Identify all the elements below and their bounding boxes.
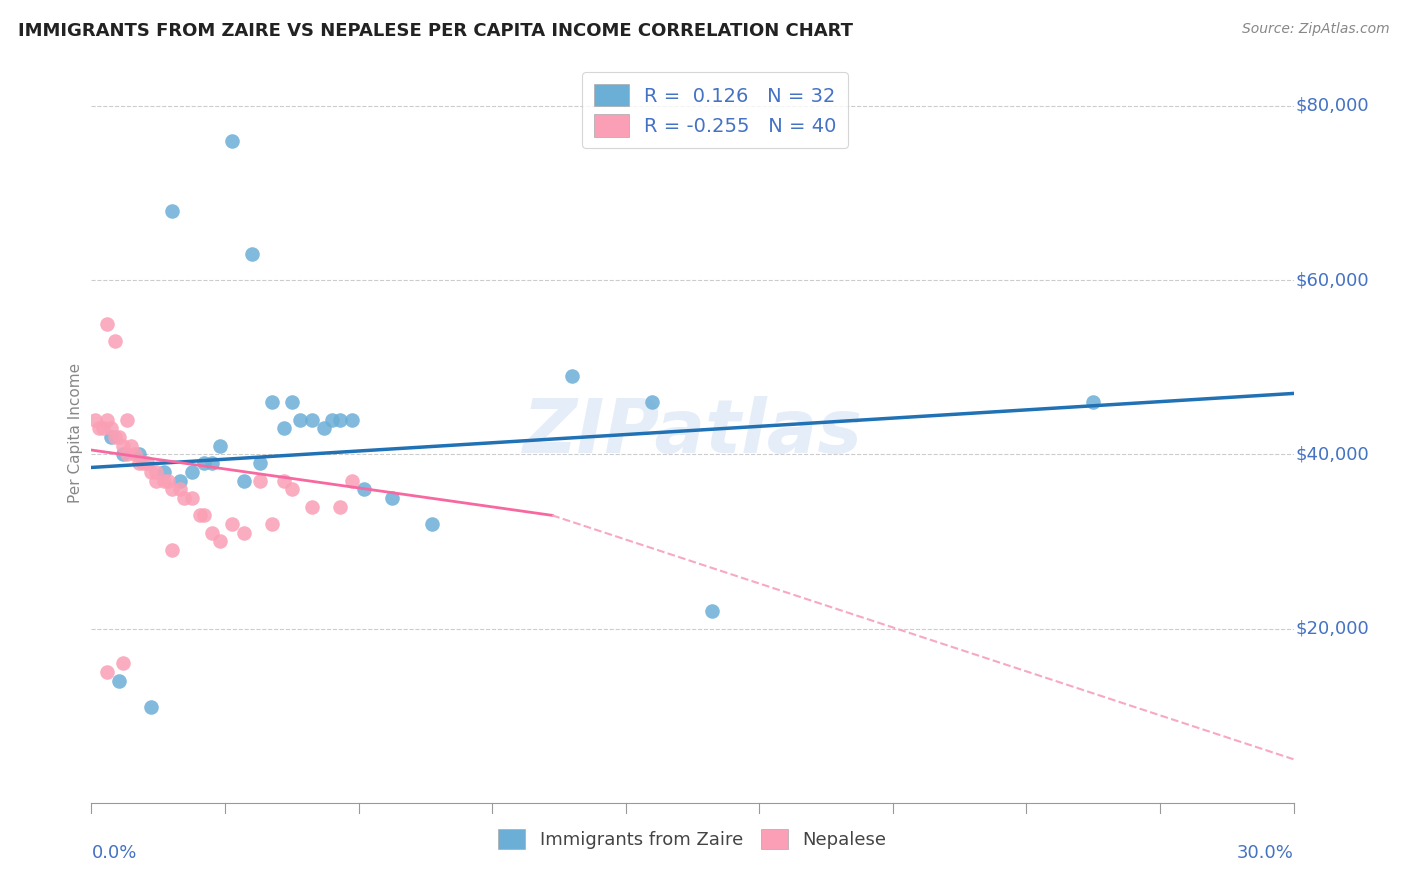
Point xyxy=(353,482,375,496)
Point xyxy=(260,395,283,409)
Point xyxy=(152,474,174,488)
Point xyxy=(273,474,295,488)
Point xyxy=(93,421,115,435)
Text: Source: ZipAtlas.com: Source: ZipAtlas.com xyxy=(1241,22,1389,37)
Point xyxy=(301,412,323,426)
Point xyxy=(329,412,352,426)
Point xyxy=(160,203,183,218)
Point xyxy=(145,465,167,479)
Point xyxy=(117,412,139,426)
Point xyxy=(145,474,167,488)
Point xyxy=(249,456,271,470)
Point xyxy=(208,534,231,549)
Point xyxy=(240,247,263,261)
Text: 30.0%: 30.0% xyxy=(1237,844,1294,862)
Point xyxy=(641,395,664,409)
Point xyxy=(221,517,243,532)
Point xyxy=(281,482,304,496)
Point xyxy=(221,134,243,148)
Point xyxy=(136,456,159,470)
Text: $80,000: $80,000 xyxy=(1296,97,1369,115)
Point xyxy=(340,412,363,426)
Point xyxy=(312,421,335,435)
Point xyxy=(160,543,183,558)
Point xyxy=(100,430,122,444)
Point xyxy=(208,439,231,453)
Point xyxy=(96,317,118,331)
Point xyxy=(141,465,163,479)
Point xyxy=(180,491,202,505)
Point xyxy=(188,508,211,523)
Point xyxy=(104,334,127,348)
Point xyxy=(112,439,135,453)
Point xyxy=(340,474,363,488)
Point xyxy=(273,421,295,435)
Point xyxy=(128,447,150,461)
Point xyxy=(152,465,174,479)
Point xyxy=(232,474,254,488)
Point xyxy=(173,491,195,505)
Text: $20,000: $20,000 xyxy=(1296,620,1369,638)
Point xyxy=(201,456,224,470)
Point xyxy=(100,421,122,435)
Text: ZIPatlas: ZIPatlas xyxy=(523,396,862,469)
Point xyxy=(420,517,443,532)
Point xyxy=(128,456,150,470)
Point xyxy=(201,525,224,540)
Point xyxy=(108,673,131,688)
Text: 0.0%: 0.0% xyxy=(91,844,136,862)
Point xyxy=(96,412,118,426)
Point xyxy=(121,439,143,453)
Point xyxy=(561,369,583,384)
Point xyxy=(89,421,111,435)
Point xyxy=(160,482,183,496)
Y-axis label: Per Capita Income: Per Capita Income xyxy=(67,362,83,503)
Point xyxy=(108,430,131,444)
Point xyxy=(96,665,118,680)
Point xyxy=(321,412,343,426)
Point xyxy=(156,474,179,488)
Point xyxy=(301,500,323,514)
Point xyxy=(281,395,304,409)
Legend: Immigrants from Zaire, Nepalese: Immigrants from Zaire, Nepalese xyxy=(491,822,894,856)
Point xyxy=(260,517,283,532)
Point xyxy=(104,430,127,444)
Point xyxy=(112,447,135,461)
Point xyxy=(112,657,135,671)
Point xyxy=(193,456,215,470)
Point xyxy=(132,456,155,470)
Point xyxy=(288,412,311,426)
Point xyxy=(232,525,254,540)
Point xyxy=(124,447,146,461)
Point xyxy=(193,508,215,523)
Point xyxy=(180,465,202,479)
Point xyxy=(329,500,352,514)
Point xyxy=(249,474,271,488)
Point xyxy=(141,700,163,714)
Text: $60,000: $60,000 xyxy=(1296,271,1369,289)
Point xyxy=(169,474,191,488)
Point xyxy=(169,482,191,496)
Point xyxy=(117,447,139,461)
Point xyxy=(84,412,107,426)
Point xyxy=(702,604,724,618)
Text: IMMIGRANTS FROM ZAIRE VS NEPALESE PER CAPITA INCOME CORRELATION CHART: IMMIGRANTS FROM ZAIRE VS NEPALESE PER CA… xyxy=(18,22,853,40)
Point xyxy=(1083,395,1105,409)
Text: $40,000: $40,000 xyxy=(1296,445,1369,464)
Point xyxy=(381,491,404,505)
